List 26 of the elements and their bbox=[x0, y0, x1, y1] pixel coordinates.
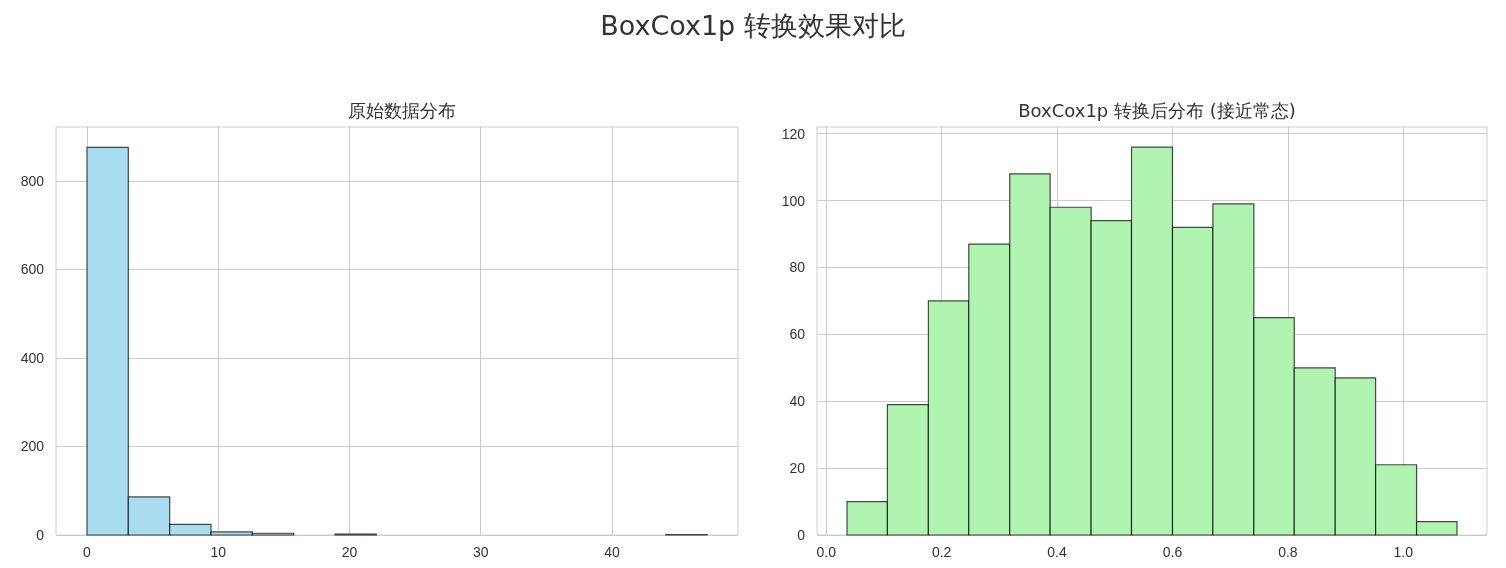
x-tick-label: 20 bbox=[341, 544, 358, 560]
y-tick-label: 20 bbox=[789, 460, 806, 477]
y-tick-label: 100 bbox=[781, 192, 806, 209]
x-tick-label: 40 bbox=[604, 544, 620, 560]
x-tick-label: 0.8 bbox=[1278, 544, 1298, 560]
x-tick-label: 0.2 bbox=[931, 544, 952, 560]
x-tick-label: 0 bbox=[83, 544, 92, 560]
y-tick-label: 80 bbox=[789, 259, 806, 276]
chart-title: BoxCox1p 转换后分布 (接近常态) bbox=[1018, 99, 1296, 121]
y-tick-label: 0 bbox=[36, 527, 45, 543]
y-tick-label: 800 bbox=[20, 172, 45, 189]
y-tick-label: 400 bbox=[20, 349, 45, 366]
x-tick-label: 30 bbox=[472, 544, 489, 560]
x-tick-label: 0.4 bbox=[1047, 544, 1068, 560]
y-tick-label: 120 bbox=[781, 125, 806, 142]
x-tick-label: 1.0 bbox=[1393, 544, 1414, 560]
y-tick-label: 200 bbox=[20, 438, 45, 455]
x-tick-label: 0.6 bbox=[1162, 544, 1183, 560]
y-tick-label: 0 bbox=[797, 527, 806, 543]
y-tick-label: 600 bbox=[20, 261, 45, 278]
y-tick-label: 40 bbox=[789, 393, 806, 410]
text: BoxCox1p 转换效果对比 bbox=[599, 9, 907, 43]
chart-title: 原始数据分布 bbox=[348, 99, 456, 121]
x-tick-label: 0.0 bbox=[816, 544, 837, 560]
y-tick-label: 60 bbox=[789, 326, 806, 343]
x-tick-label: 10 bbox=[210, 544, 227, 560]
